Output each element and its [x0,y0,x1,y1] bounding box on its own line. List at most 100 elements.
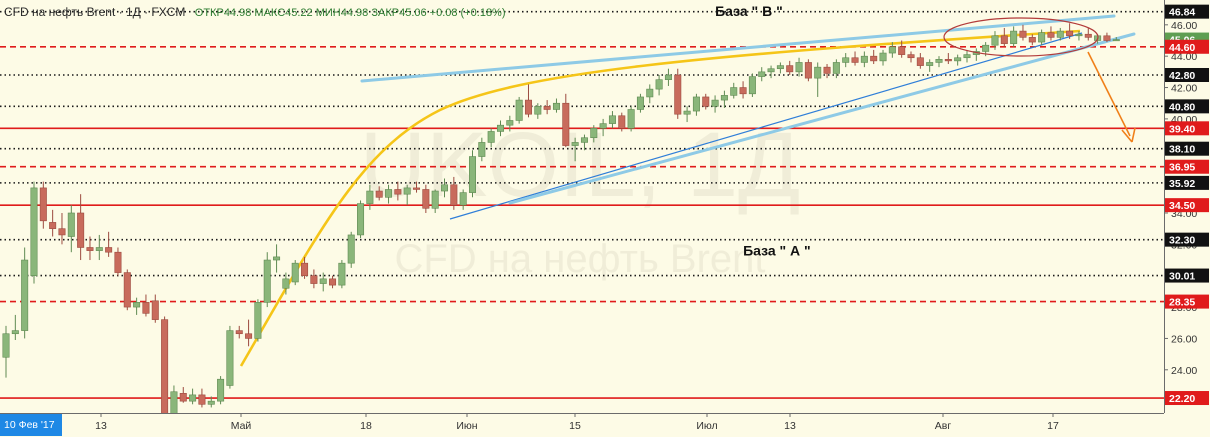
candle-body-down [1019,30,1027,38]
candle-body-down [329,278,337,286]
candle-body-down [674,74,682,115]
time-tick-label: Авг [935,420,952,432]
candle [804,59,812,82]
candle [226,325,234,389]
candle-body-up [67,212,75,237]
level-price-badge [1165,67,1209,82]
candle [413,181,421,193]
candle-body-up [1112,39,1120,42]
candle-body-down [702,96,710,107]
time-axis[interactable]: 10 Фев '17 13 Май 18 Июн 15 Июл 13 Авг 17 [0,413,1210,437]
candle-body-down [49,222,57,229]
candle-body-down [39,187,47,222]
level-price-label: 39.40 [1169,123,1195,135]
candle-body-up [954,57,962,62]
candle-body-down [310,275,318,284]
candle-body-up [95,247,103,251]
candle [524,84,532,118]
candle [338,260,346,289]
candle-body-down [394,189,402,195]
low-value: 44.98 [340,7,369,19]
candle-body-down [413,187,421,190]
level-price-badge [1165,198,1209,213]
candle [1056,27,1064,41]
candle-body-down [58,228,66,236]
candles [2,23,1120,425]
candle-body-up [226,330,234,386]
candle [963,49,971,63]
candle-body-up [730,87,738,96]
candle-body-down [1084,33,1092,38]
candle-body-up [357,203,365,236]
candle-body-down [450,184,458,206]
candle-body-up [217,378,225,402]
candle-body-up [21,259,29,331]
candle [123,269,131,311]
change-value: +0.08 (+0.18%) [429,7,506,19]
candle [618,112,626,132]
candle-body-up [776,65,784,70]
time-tick-label: 18 [360,420,372,432]
candle-body-up [571,142,579,146]
candle [1000,27,1008,47]
candle [179,387,187,403]
time-tick-label: Июн [456,420,477,432]
candle [898,40,906,58]
candle [627,106,635,132]
upper-channel-line [360,14,1116,83]
candle [944,53,952,65]
drawings [239,14,1136,367]
candle [468,150,476,198]
candle-body-up [515,99,523,121]
level-price-label: 22.20 [1169,393,1195,405]
candle-body-down [524,99,532,115]
base-annotation: База " В " [715,3,783,19]
candle-body-up [1038,32,1046,43]
candle [347,231,355,268]
candle-body-up [720,95,728,101]
candle [58,212,66,245]
candle-body-up [935,59,943,63]
price-axis[interactable]: 46.0044.0042.0040.0038.0036.0034.0032.00… [1164,0,1210,437]
candle [954,54,962,66]
close-value: 45.06 [399,7,427,19]
candle-body-up [552,102,560,110]
candle [431,189,439,213]
candle-body-up [385,189,393,198]
candle [151,294,159,323]
level-price-label: 30.01 [1169,271,1195,283]
level-price-badge [1165,175,1209,190]
candle-body-up [468,156,476,193]
candle-body-up [1075,33,1083,37]
candle-body-up [860,55,868,63]
time-axis-background [0,413,1210,437]
candle [2,325,10,378]
candle [823,64,831,79]
candle-body-up [758,71,766,77]
candle [1038,29,1046,46]
candle-body-up [506,120,514,126]
candle-body-up [459,192,467,206]
symbol-title[interactable]: CFD на нефть Brent · 1Д · FXCM [4,5,186,19]
candle [254,299,262,342]
candle [291,260,299,286]
candle [487,128,495,148]
candle-body-up [254,302,262,339]
candle-body-down [1066,30,1074,37]
candle-body-up [534,106,542,115]
candle [515,96,523,124]
level-price-badge [1165,159,1209,174]
candle-body-down [898,46,906,55]
arc-curve [239,29,1081,367]
candle-body-up [646,88,654,98]
candle-body-up [795,62,803,73]
close-label: ЗАКР [371,7,400,19]
candle-body-down [907,54,915,59]
candle [301,256,309,279]
candle [683,106,691,123]
candle-body-up [879,52,887,62]
candle [879,49,887,66]
candle [907,51,915,63]
candle [133,297,141,315]
